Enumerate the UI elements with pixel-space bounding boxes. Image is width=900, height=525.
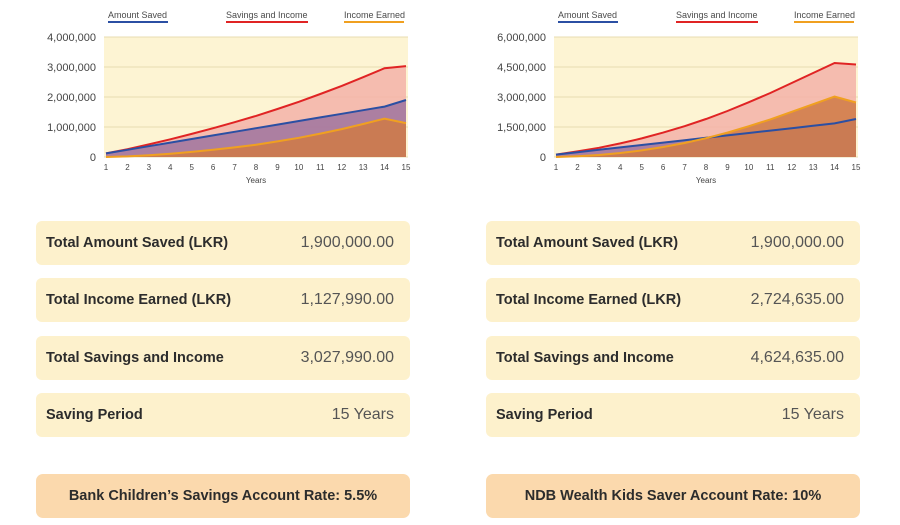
y-tick-label: 2,000,000 <box>47 92 96 104</box>
area-income-earned <box>106 118 406 157</box>
x-tick-label: 11 <box>766 163 775 172</box>
x-tick-label: 13 <box>359 163 368 172</box>
line-income-earned <box>105 117 407 158</box>
x-tick-label: 4 <box>618 163 623 172</box>
x-tick-label: 4 <box>168 163 173 172</box>
x-tick-label: 2 <box>125 163 130 172</box>
x-tick-label: 7 <box>682 163 687 172</box>
x-tick-label: 9 <box>725 163 730 172</box>
legend-label: Income Earned <box>794 10 855 20</box>
stat-label: Total Amount Saved (LKR) <box>496 235 679 251</box>
x-tick-label: 2 <box>575 163 580 172</box>
stat-label: Saving Period <box>496 407 593 423</box>
line-amount-saved <box>105 99 407 155</box>
y-tick-label: 6,000,000 <box>497 32 546 44</box>
y-tick-label: 1,000,000 <box>47 122 96 134</box>
stat-row-total-saved: Total Amount Saved (LKR) 1,900,000.00 <box>486 221 860 265</box>
stat-value: 2,724,635.00 <box>750 291 844 308</box>
y-tick-label: 4,500,000 <box>497 62 546 74</box>
stat-value: 15 Years <box>781 406 844 423</box>
stat-row-savings-income: Total Savings and Income 4,624,635.00 <box>486 336 860 380</box>
x-tick-label: 14 <box>380 163 389 172</box>
legend-label: Income Earned <box>344 10 405 20</box>
stat-value: 1,900,000.00 <box>300 234 394 251</box>
line-income-earned <box>555 95 857 158</box>
y-tick-label: 3,000,000 <box>497 92 546 104</box>
stat-row-saving-period: Saving Period 15 Years <box>36 393 410 437</box>
x-tick-label: 8 <box>704 163 709 172</box>
y-tick-label: 3,000,000 <box>47 62 96 74</box>
x-tick-label: 10 <box>294 163 303 172</box>
x-tick-label: 14 <box>830 163 839 172</box>
x-tick-label: 3 <box>597 163 602 172</box>
x-tick-label: 5 <box>189 163 194 172</box>
x-tick-label: 12 <box>787 163 796 172</box>
x-tick-label: 1 <box>554 163 559 172</box>
x-tick-label: 11 <box>316 163 325 172</box>
stat-row-income-earned: Total Income Earned (LKR) 1,127,990.00 <box>36 278 410 322</box>
x-tick-label: 8 <box>254 163 259 172</box>
stat-value: 4,624,635.00 <box>750 349 844 366</box>
x-tick-label: 6 <box>211 163 216 172</box>
x-axis-label: Years <box>246 176 266 185</box>
y-tick-label: 0 <box>540 152 546 164</box>
legend-label: Savings and Income <box>226 10 308 20</box>
stat-row-saving-period: Saving Period 15 Years <box>486 393 860 437</box>
stat-label: Total Amount Saved (LKR) <box>46 235 229 251</box>
x-tick-label: 10 <box>744 163 753 172</box>
x-tick-label: 12 <box>337 163 346 172</box>
x-tick-label: 15 <box>852 163 861 172</box>
line-savings-and-income <box>555 61 857 156</box>
area-income-earned <box>556 96 856 157</box>
x-tick-label: 15 <box>402 163 411 172</box>
legend-label: Amount Saved <box>558 10 617 20</box>
stat-label: Total Income Earned (LKR) <box>496 292 682 308</box>
rate-box: NDB Wealth Kids Saver Account Rate: 10% <box>486 474 860 518</box>
x-tick-label: 9 <box>275 163 280 172</box>
x-tick-label: 7 <box>232 163 237 172</box>
stat-label: Total Income Earned (LKR) <box>46 292 232 308</box>
right-panel: 0 1,500,000 3,000,000 4,500,000 6,000,000 1 2 3… <box>450 0 900 525</box>
stat-row-savings-income: Total Savings and Income 3,027,990.00 <box>36 336 410 380</box>
y-tick-label: 0 <box>90 152 96 164</box>
legend-label: Savings and Income <box>676 10 758 20</box>
stat-label: Saving Period <box>46 407 143 423</box>
stat-value: 15 Years <box>331 406 394 423</box>
rate-box: Bank Children’s Savings Account Rate: 5.… <box>36 474 410 518</box>
left-panel: 0 1,000,000 2,000,000 3,000,000 4,000,000 1 2 3… <box>36 10 411 518</box>
stat-label: Total Savings and Income <box>496 350 674 366</box>
x-tick-label: 5 <box>639 163 644 172</box>
x-tick-label: 3 <box>147 163 152 172</box>
x-tick-label: 6 <box>661 163 666 172</box>
x-tick-label: 13 <box>809 163 818 172</box>
stat-row-total-saved: Total Amount Saved (LKR) 1,900,000.00 <box>36 221 410 265</box>
legend-label: Amount Saved <box>108 10 167 20</box>
stat-value: 1,127,990.00 <box>300 291 394 308</box>
stat-row-income-earned: Total Income Earned (LKR) 2,724,635.00 <box>486 278 860 322</box>
x-tick-label: 1 <box>104 163 109 172</box>
x-axis-label: Years <box>696 176 716 185</box>
stat-value: 1,900,000.00 <box>750 234 844 251</box>
line-savings-and-income <box>105 65 407 155</box>
y-tick-label: 4,000,000 <box>47 32 96 44</box>
y-tick-label: 1,500,000 <box>497 122 546 134</box>
stat-label: Total Savings and Income <box>46 350 224 366</box>
stat-value: 3,027,990.00 <box>300 349 394 366</box>
